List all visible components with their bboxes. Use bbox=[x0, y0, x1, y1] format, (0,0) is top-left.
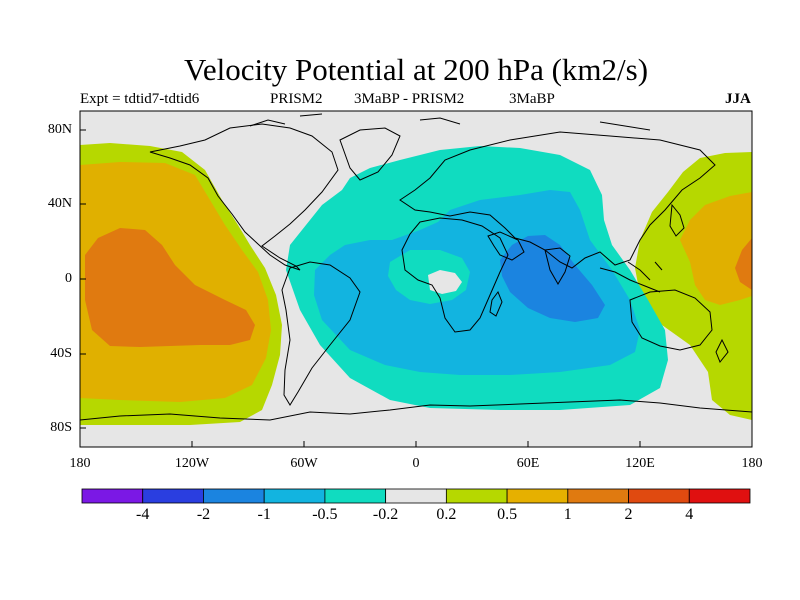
australia-coast bbox=[629, 289, 713, 351]
colorbar-level-label: 2 bbox=[624, 506, 633, 523]
lon-label: 60E bbox=[516, 456, 540, 471]
chart-title: Velocity Potential at 200 hPa (km2/s) bbox=[183, 52, 649, 87]
south-america-coast bbox=[281, 261, 361, 406]
lon-label: 120W bbox=[174, 456, 210, 471]
lon-label: 0 bbox=[412, 456, 420, 471]
antarctica-coast bbox=[80, 399, 752, 421]
indonesia-coast bbox=[599, 261, 663, 293]
arctic-islands bbox=[249, 113, 651, 131]
pacific-positive-west-2 bbox=[85, 228, 255, 347]
india-coast bbox=[544, 247, 571, 285]
model-label-a: PRISM2 bbox=[270, 91, 323, 107]
lon-label: 60W bbox=[290, 456, 318, 471]
colorbar-swatch bbox=[324, 488, 387, 504]
map-ticks bbox=[79, 129, 753, 447]
indian-ocean-minimum bbox=[500, 235, 605, 322]
lon-label: 120E bbox=[625, 456, 655, 471]
colorbar-level-label: 4 bbox=[685, 506, 694, 523]
lon-label: 180 bbox=[69, 456, 91, 471]
new-zealand-coast bbox=[715, 338, 729, 363]
colorbar bbox=[81, 488, 751, 504]
pacific-positive-east-1 bbox=[680, 192, 752, 305]
lat-label: 80S bbox=[50, 420, 72, 435]
season-label: JJA bbox=[725, 91, 751, 107]
colorbar-level-label: -0.2 bbox=[372, 506, 399, 523]
colorbar-swatch bbox=[445, 488, 508, 504]
coastlines bbox=[80, 113, 752, 421]
lat-label: 40N bbox=[47, 196, 72, 211]
colorbar-level-label: -2 bbox=[196, 506, 211, 523]
colorbar-level-label: -4 bbox=[136, 506, 150, 523]
colorbar-level-label: -0.5 bbox=[312, 506, 338, 523]
colorbar-swatch bbox=[385, 488, 447, 504]
lat-label: 0 bbox=[65, 271, 72, 286]
period-label-b: 3MaBP bbox=[509, 91, 555, 107]
colorbar-level-label: -1 bbox=[257, 506, 271, 523]
colorbar-swatch bbox=[628, 488, 690, 504]
map-field bbox=[80, 111, 752, 447]
colorbar-swatch bbox=[263, 488, 326, 504]
west-africa-neutral bbox=[428, 270, 462, 294]
arabia-coast bbox=[487, 231, 525, 261]
colorbar-level-label: 1 bbox=[563, 506, 572, 523]
lon-label: 180 bbox=[741, 456, 763, 471]
colorbar-level-label: 0.2 bbox=[436, 506, 457, 523]
lat-label: 80N bbox=[47, 122, 72, 137]
lat-label: 40S bbox=[50, 346, 72, 361]
colorbar-swatch bbox=[203, 488, 265, 504]
africa-coast bbox=[401, 217, 509, 333]
pacific-positive-east-2 bbox=[735, 238, 752, 290]
colorbar-swatch bbox=[688, 488, 751, 504]
north-america-coast bbox=[149, 123, 339, 271]
colorbar-swatch bbox=[142, 488, 204, 504]
europe-asia-coast bbox=[399, 131, 716, 269]
japan-coast bbox=[669, 203, 685, 237]
period-label-a: 3MaBP - PRISM2 bbox=[354, 91, 465, 107]
greenland-coast bbox=[339, 127, 401, 181]
colorbar-level-label: 0.5 bbox=[497, 506, 518, 523]
experiment-label: Expt = tdtid7-tdtid6 bbox=[80, 91, 200, 107]
negative-region-05 bbox=[314, 190, 640, 375]
madagascar-coast bbox=[489, 290, 503, 317]
colorbar-swatch bbox=[81, 488, 144, 504]
colorbar-swatch bbox=[506, 488, 569, 504]
colorbar-swatch bbox=[567, 488, 629, 504]
